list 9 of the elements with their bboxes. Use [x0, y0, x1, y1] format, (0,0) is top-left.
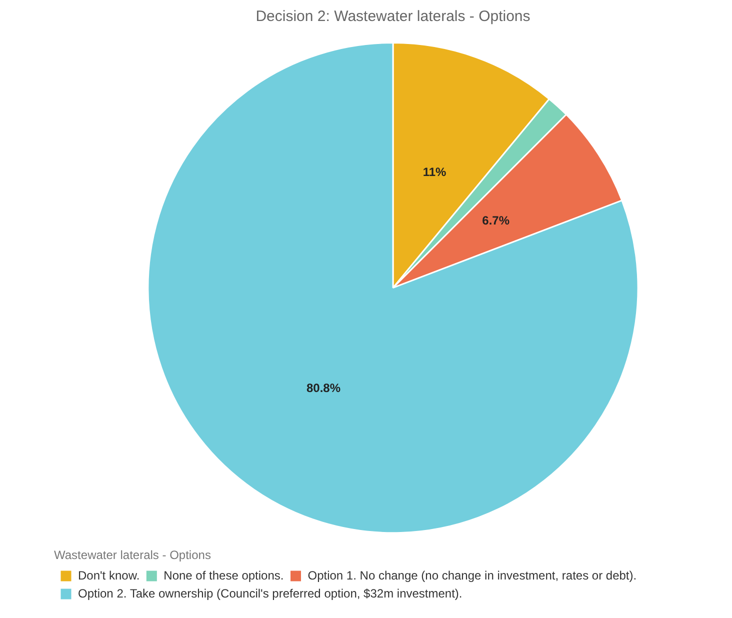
legend-label: Option 1. No change (no change in investment, rates or debt).: [308, 568, 637, 582]
chart-title: Decision 2: Wastewater laterals - Options: [256, 8, 530, 26]
data-label: 11%: [422, 164, 447, 179]
data-label: 6.7%: [482, 213, 510, 228]
legend-title: Wastewater laterals - Options: [54, 548, 211, 562]
data-label: 80.8%: [306, 381, 341, 396]
legend-label: Option 2. Take ownership (Council's preferred option, $32m investment).: [78, 586, 462, 600]
legend-label: Don't know.: [78, 568, 140, 582]
legend-label: None of these options.: [164, 568, 284, 582]
